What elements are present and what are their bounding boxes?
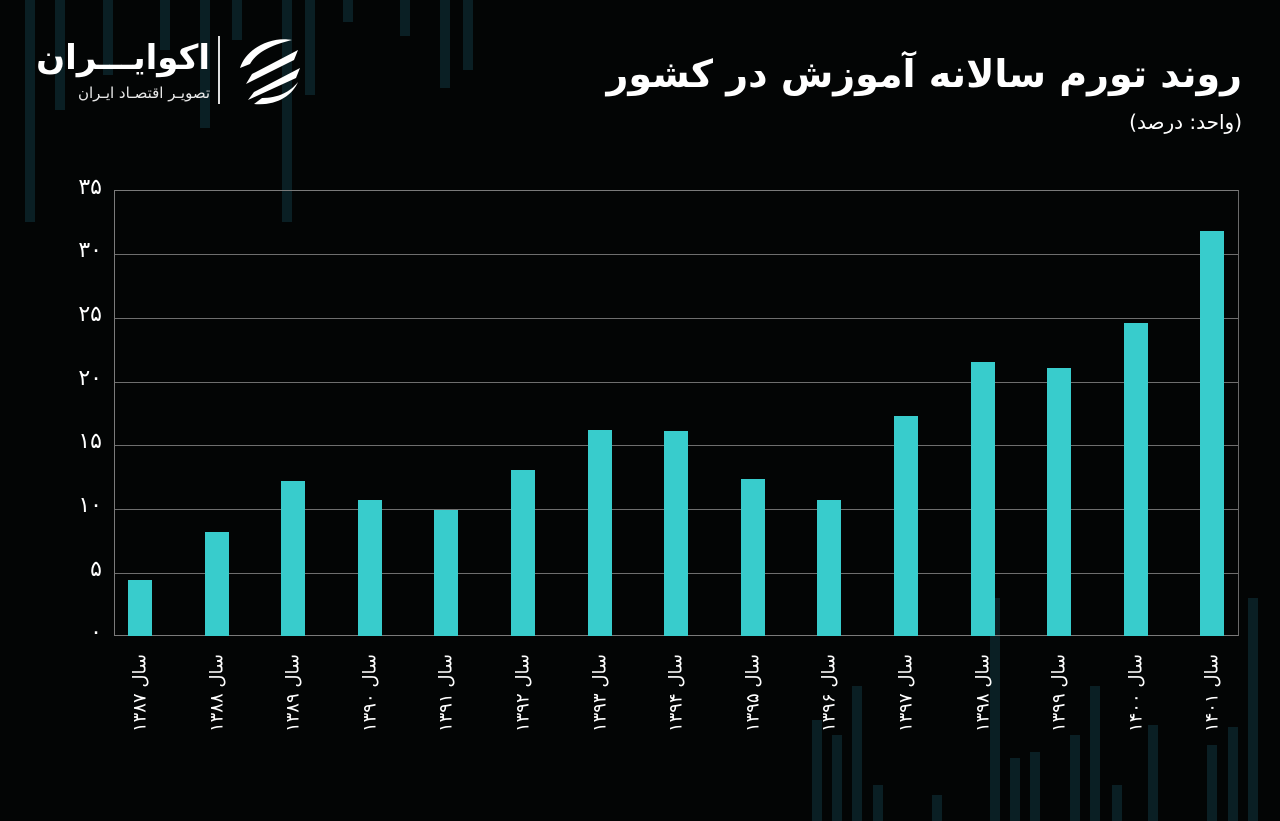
logo-divider [218,36,220,104]
gridline [115,382,1238,383]
y-tick: ۲۰ [78,366,102,391]
x-tick-label: سال ۱۳۹۶ [818,653,840,733]
bar [817,499,842,636]
brand-tagline: تصویـر اقتصـاد ایـران [77,84,210,102]
bar [357,499,382,636]
y-tick: ۳۰ [78,238,102,263]
x-tick-label: سال ۱۳۹۸ [972,653,994,733]
brand-swoosh-icon [240,39,300,105]
bar [894,415,918,636]
x-tick-label: سال ۱۳۹۲ [512,653,534,733]
x-tick-label: سال ۱۳۸۷ [129,653,151,733]
y-tick: ۰ [90,620,102,645]
x-tick-label: سال ۱۳۹۵ [742,653,764,733]
brand-name: اکوایـــران [36,38,210,78]
x-tick-label: سال ۱۳۹۰ [359,653,381,733]
x-tick-label: سال ۱۳۹۱ [435,653,457,733]
y-tick: ۱۵ [78,429,102,454]
chart-unit: (واحد: درصد) [1129,110,1242,134]
bar [1123,322,1148,636]
y-tick: ۳۵ [78,175,102,200]
y-tick: ۵ [90,557,102,582]
bar [434,509,459,636]
bar [128,579,152,636]
y-tick: ۲۵ [78,302,102,327]
bar [740,479,765,636]
gridline [115,318,1238,319]
brand-logo: اکوایـــران تصویـر اقتصـاد ایـران [36,34,320,109]
bar [970,362,995,636]
gridline [115,254,1238,255]
x-tick-label: سال ۱۳۸۸ [206,653,228,733]
x-tick-label: سال ۱۳۸۹ [282,653,304,733]
bar [281,480,306,636]
bar [1047,368,1072,636]
bar [664,430,689,636]
x-tick-label: سال ۱۴۰۰ [1125,653,1147,733]
bar [204,531,229,636]
chart-title: روند تورم سالانه آموزش در کشور [606,52,1242,96]
bar [511,470,535,636]
x-tick-label: سال ۱۴۰۱ [1201,653,1223,733]
x-tick-label: سال ۱۳۹۳ [589,653,611,733]
y-tick: ۱۰ [78,493,102,518]
bar [1200,230,1225,636]
x-tick-label: سال ۱۳۹۹ [1048,653,1070,733]
x-tick-label: سال ۱۳۹۷ [895,653,917,733]
bar [587,429,612,636]
x-tick-label: سال ۱۳۹۴ [665,653,687,733]
